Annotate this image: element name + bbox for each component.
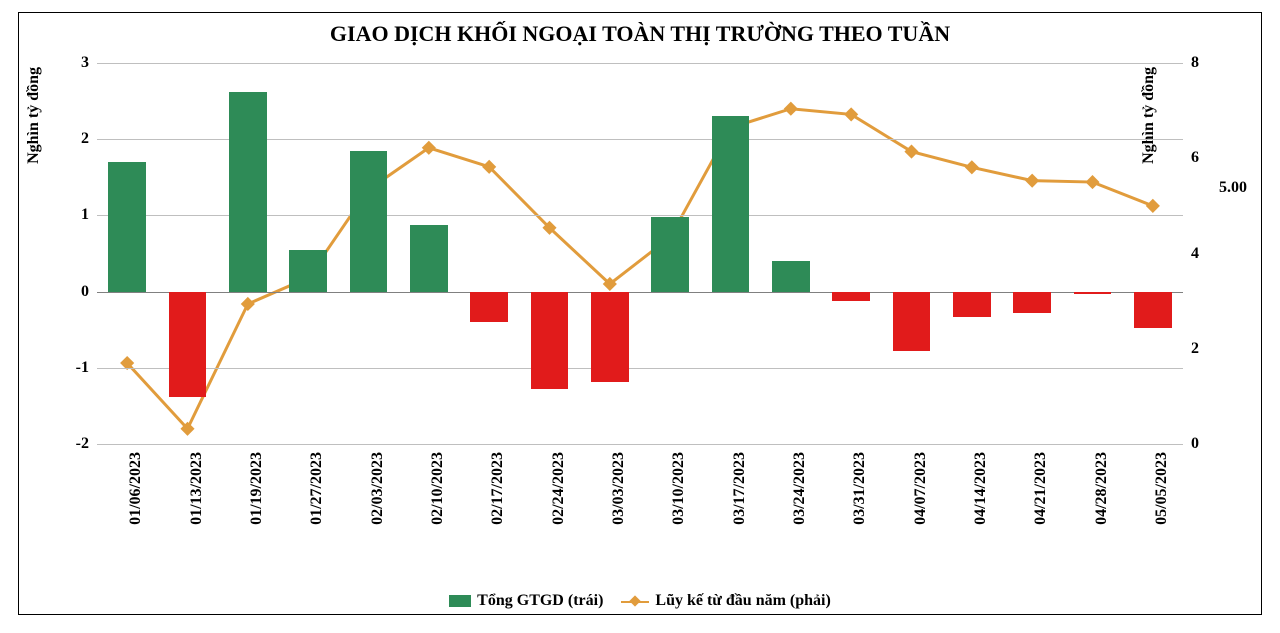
bar — [289, 250, 326, 292]
bar — [410, 225, 447, 292]
legend: Tổng GTGD (trái) Lũy kế từ đầu năm (phải… — [19, 592, 1261, 610]
x-tick-label: 03/31/2023 — [851, 452, 869, 525]
y-tick-left: 3 — [57, 54, 97, 72]
x-tick-label: 04/07/2023 — [912, 452, 930, 525]
grid-line — [97, 444, 1183, 445]
legend-item-line: Lũy kế từ đầu năm (phải) — [621, 592, 830, 610]
x-tick-label: 04/28/2023 — [1093, 452, 1111, 525]
y-tick-left: -1 — [57, 359, 97, 377]
x-tick-label: 01/19/2023 — [248, 452, 266, 525]
bar — [108, 162, 145, 292]
grid-line — [97, 63, 1183, 64]
x-tick-label: 03/10/2023 — [670, 452, 688, 525]
line-marker-icon — [1025, 174, 1039, 188]
x-tick-label: 01/13/2023 — [188, 452, 206, 525]
left-axis-title: Nghìn tỷ đồng — [25, 67, 43, 164]
bar — [591, 292, 628, 382]
bar — [470, 292, 507, 322]
bar — [832, 292, 869, 301]
chart-title: GIAO DỊCH KHỐI NGOẠI TOÀN THỊ TRƯỜNG THE… — [19, 21, 1261, 47]
x-tick-label: 04/14/2023 — [972, 452, 990, 525]
cumulative-line — [127, 109, 1153, 429]
line-marker-icon — [784, 102, 798, 116]
y-tick-left: 0 — [57, 283, 97, 301]
y-tick-left: 1 — [57, 206, 97, 224]
x-tick-label: 05/05/2023 — [1153, 452, 1171, 525]
bar-swatch-icon — [449, 595, 471, 607]
y-tick-right: 2 — [1183, 340, 1223, 358]
legend-label-bars: Tổng GTGD (trái) — [477, 592, 603, 610]
x-tick-label: 01/06/2023 — [127, 452, 145, 525]
x-tick-label: 02/17/2023 — [489, 452, 507, 525]
line-marker-icon — [965, 160, 979, 174]
bar — [531, 292, 568, 390]
bar — [772, 261, 809, 291]
x-tick-label: 03/03/2023 — [610, 452, 628, 525]
bar — [651, 217, 688, 292]
y-tick-right: 4 — [1183, 245, 1223, 263]
grid-line — [97, 368, 1183, 369]
line-marker-icon — [241, 297, 255, 311]
bar — [229, 92, 266, 292]
x-tick-label: 02/03/2023 — [369, 452, 387, 525]
bar — [1074, 292, 1111, 294]
legend-item-bars: Tổng GTGD (trái) — [449, 592, 603, 610]
chart-container: GIAO DỊCH KHỐI NGOẠI TOÀN THỊ TRƯỜNG THE… — [18, 12, 1262, 615]
plot-area: -2-101230246801/06/202301/13/202301/19/2… — [97, 63, 1183, 444]
legend-label-line: Lũy kế từ đầu năm (phải) — [655, 592, 830, 610]
x-tick-label: 02/24/2023 — [550, 452, 568, 525]
x-tick-label: 03/24/2023 — [791, 452, 809, 525]
y-tick-left: -2 — [57, 435, 97, 453]
bar — [169, 292, 206, 397]
bar — [350, 151, 387, 292]
line-marker-icon — [1146, 199, 1160, 213]
x-tick-label: 03/17/2023 — [731, 452, 749, 525]
x-tick-label: 04/21/2023 — [1032, 452, 1050, 525]
line-end-value-label: 5.00 — [1219, 179, 1247, 197]
y-tick-right: 8 — [1183, 54, 1223, 72]
bar — [1134, 292, 1171, 329]
bar — [953, 292, 990, 317]
y-tick-right: 0 — [1183, 435, 1223, 453]
line-swatch-icon — [621, 595, 649, 607]
x-tick-label: 02/10/2023 — [429, 452, 447, 525]
y-tick-right: 6 — [1183, 149, 1223, 167]
line-marker-icon — [904, 145, 918, 159]
bar — [712, 116, 749, 291]
y-tick-left: 2 — [57, 130, 97, 148]
line-marker-icon — [1085, 175, 1099, 189]
line-marker-icon — [844, 107, 858, 121]
bar — [1013, 292, 1050, 313]
bar — [893, 292, 930, 351]
x-tick-label: 01/27/2023 — [308, 452, 326, 525]
